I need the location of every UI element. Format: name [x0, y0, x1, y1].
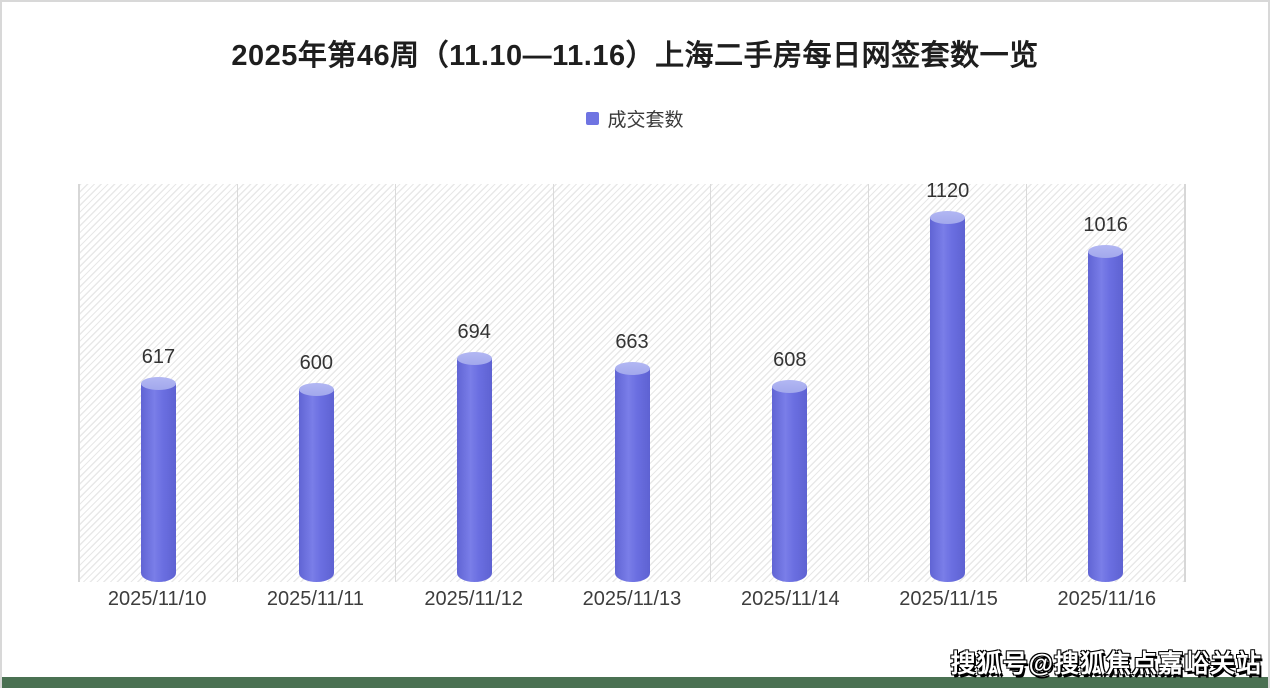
watermark: 搜狐号@搜狐焦点嘉峪关站 — [950, 650, 1262, 678]
plot-area: 617 600 694 663 608 1120 1016 — [78, 180, 1186, 582]
plot-column: 1120 — [869, 180, 1028, 582]
bar-body — [1088, 251, 1124, 582]
footer-strip — [2, 677, 1268, 688]
bar-top-ellipse — [298, 383, 334, 396]
x-axis-label: 2025/11/14 — [740, 588, 840, 610]
bar-value-label: 1016 — [1083, 214, 1128, 236]
bar-cylinder — [298, 383, 334, 582]
bar-cylinder — [772, 380, 808, 582]
plot-column: 617 — [80, 184, 238, 582]
plot-column: 694 — [396, 184, 554, 582]
x-axis-label: 2025/11/11 — [266, 588, 364, 610]
bar-value-label: 608 — [773, 349, 807, 371]
chart-title: 2025年第46周（11.10—11.16）上海二手房每日网签套数一览 — [231, 40, 1039, 72]
plot-column: 600 — [238, 184, 396, 582]
bar-top-ellipse — [140, 377, 176, 390]
bar-cylinder — [140, 377, 176, 582]
bar-body — [140, 383, 176, 582]
bar-top-ellipse — [456, 352, 492, 365]
bar-value-label: 1120 — [926, 180, 970, 202]
bar-cylinder — [614, 362, 650, 582]
bar-value-label: 600 — [299, 352, 333, 374]
bar-body — [614, 368, 650, 582]
plot-column: 608 — [711, 184, 870, 582]
bar-cylinder — [1088, 245, 1124, 582]
x-axis: 2025/11/10 2025/11/11 2025/11/12 2025/11/13… — [78, 588, 1186, 611]
bar-body — [930, 217, 966, 582]
legend: 成交套数 — [2, 105, 1268, 132]
plot-column: 1016 — [1027, 184, 1184, 582]
bar-value-label: 617 — [141, 346, 176, 368]
bar-top-ellipse — [930, 211, 966, 224]
bar-value-label: 694 — [457, 321, 491, 343]
legend-swatch — [586, 112, 600, 125]
bar-top-ellipse — [1088, 245, 1124, 258]
bar-value-label: 663 — [615, 331, 649, 353]
x-axis-label: 2025/11/15 — [899, 588, 998, 610]
x-axis-label: 2025/11/13 — [582, 588, 682, 610]
legend-label: 成交套数 — [607, 110, 684, 131]
bar-body — [772, 386, 808, 582]
plot-column: 663 — [554, 184, 712, 582]
bar-cylinder — [930, 211, 966, 582]
bar-body — [298, 389, 334, 582]
bar-body — [456, 358, 492, 582]
x-axis-label: 2025/11/10 — [107, 588, 207, 610]
bar-top-ellipse — [614, 362, 650, 375]
bar-cylinder — [456, 352, 492, 582]
x-axis-label: 2025/11/16 — [1057, 588, 1157, 610]
bar-top-ellipse — [772, 380, 808, 393]
x-axis-label: 2025/11/12 — [424, 588, 524, 610]
